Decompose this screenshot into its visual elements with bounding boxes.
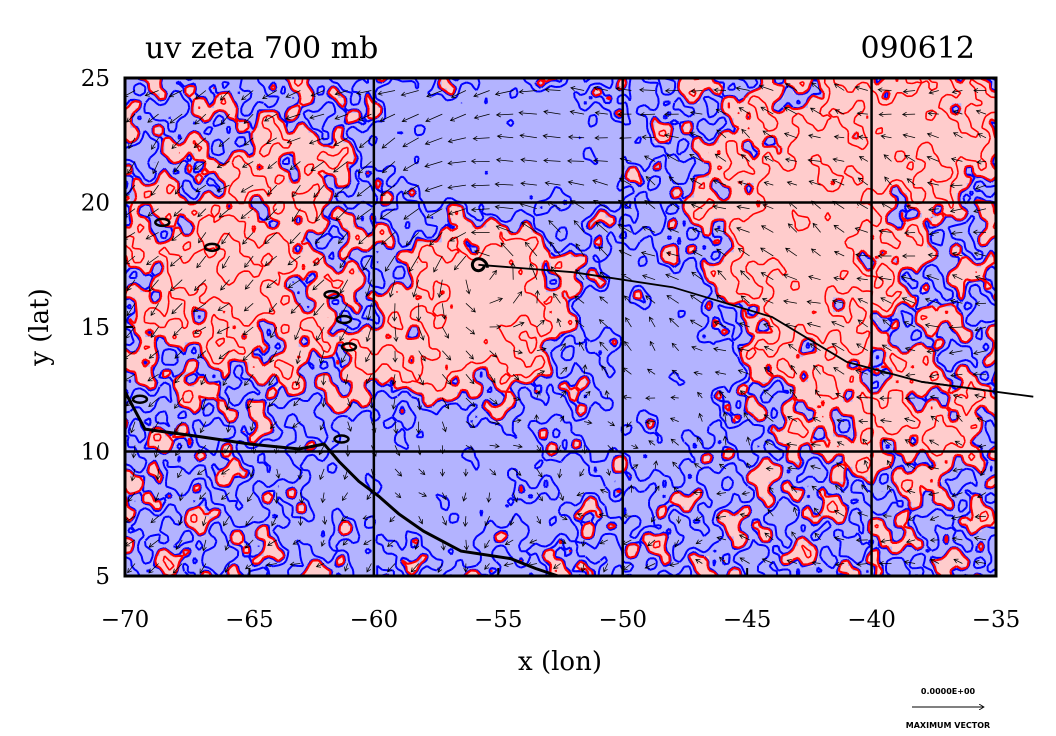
x-tick-label-7: −35 — [972, 607, 1021, 633]
reference-vector-legend: 0.0000E+00 MAXIMUM VECTOR — [906, 687, 990, 730]
south-america-coastline — [125, 390, 559, 576]
storm-center-marker — [470, 257, 489, 273]
chart-date-label: 090612 — [860, 31, 975, 66]
chart-title: uv zeta 700 mb — [145, 31, 378, 66]
y-tick-label-4: 25 — [81, 66, 110, 92]
wind-vectors — [125, 82, 987, 574]
x-axis-label: x (lon) — [518, 647, 602, 677]
coastline — [125, 217, 559, 576]
grid-lines — [125, 78, 996, 576]
y-tick-label-2: 15 — [81, 315, 110, 341]
x-tick-label-3: −55 — [474, 607, 523, 633]
vorticity-field — [125, 78, 996, 576]
positive-contour-2 — [125, 78, 996, 573]
x-tick-label-2: −60 — [350, 607, 399, 633]
reference-vector-caption: MAXIMUM VECTOR — [906, 721, 990, 730]
x-axis-ticks: −70 −65 −60 −55 −50 −45 −40 −35 — [101, 568, 1021, 633]
island-outline-3 — [323, 289, 340, 300]
wind-vector-field — [125, 82, 987, 574]
y-tick-label-0: 5 — [95, 564, 110, 590]
island-outline-1 — [154, 217, 171, 228]
island-outline-6 — [131, 394, 149, 404]
x-tick-label-0: −70 — [101, 607, 150, 633]
y-axis-label: y (lat) — [25, 288, 55, 367]
island-outline-4 — [335, 314, 353, 325]
island-outline-5 — [340, 342, 358, 352]
y-axis-ticks: 5 10 15 20 25 — [81, 66, 133, 590]
plot-area — [125, 78, 996, 576]
x-tick-label-6: −40 — [847, 607, 896, 633]
island-outline-7 — [333, 434, 350, 444]
island-outline-2 — [203, 242, 221, 253]
storm-track-extension — [921, 380, 1034, 398]
reference-vector-value: 0.0000E+00 — [921, 687, 976, 696]
x-tick-label-4: −50 — [598, 607, 647, 633]
y-tick-label-1: 10 — [81, 440, 110, 466]
y-tick-label-3: 20 — [81, 191, 110, 217]
x-tick-label-1: −65 — [225, 607, 274, 633]
storm-track-tail — [921, 380, 1034, 398]
x-tick-label-5: −45 — [723, 607, 772, 633]
